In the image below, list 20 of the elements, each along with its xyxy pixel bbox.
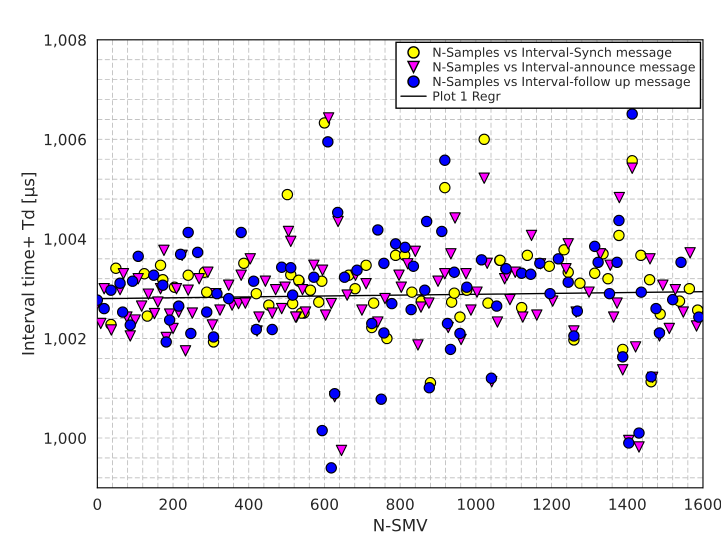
x-tick-label: 400 xyxy=(234,498,262,510)
y-tick-label: 1,008 xyxy=(44,34,86,48)
y-axis-title: Interval time+ Td [µs] xyxy=(21,173,38,354)
legend-label: N-Samples vs Interval-Synch message xyxy=(434,47,672,60)
legend-label: Plot 1 Regr xyxy=(434,91,501,104)
x-tick-label: 200 xyxy=(160,498,187,510)
y-tick-label: 1,006 xyxy=(44,134,86,147)
x-tick-label: 800 xyxy=(386,498,414,510)
x-tick-label: 1000 xyxy=(458,498,494,510)
y-tick-label: 1,000 xyxy=(44,432,86,446)
x-tick-label: 600 xyxy=(310,498,338,510)
y-tick-label: 1,004 xyxy=(44,233,86,246)
x-tick-label: 1400 xyxy=(610,498,646,510)
x-tick-label: 1200 xyxy=(534,498,570,510)
x-axis-title: N-SMV xyxy=(374,518,428,532)
y-tick-label: 1,002 xyxy=(44,332,86,346)
legend-label: N-Samples vs Interval-follow up message xyxy=(434,76,690,89)
legend-label: N-Samples vs Interval-announce message xyxy=(434,62,695,74)
x-tick-label: 0 xyxy=(93,498,102,510)
x-tick-label: 1600 xyxy=(685,498,721,510)
